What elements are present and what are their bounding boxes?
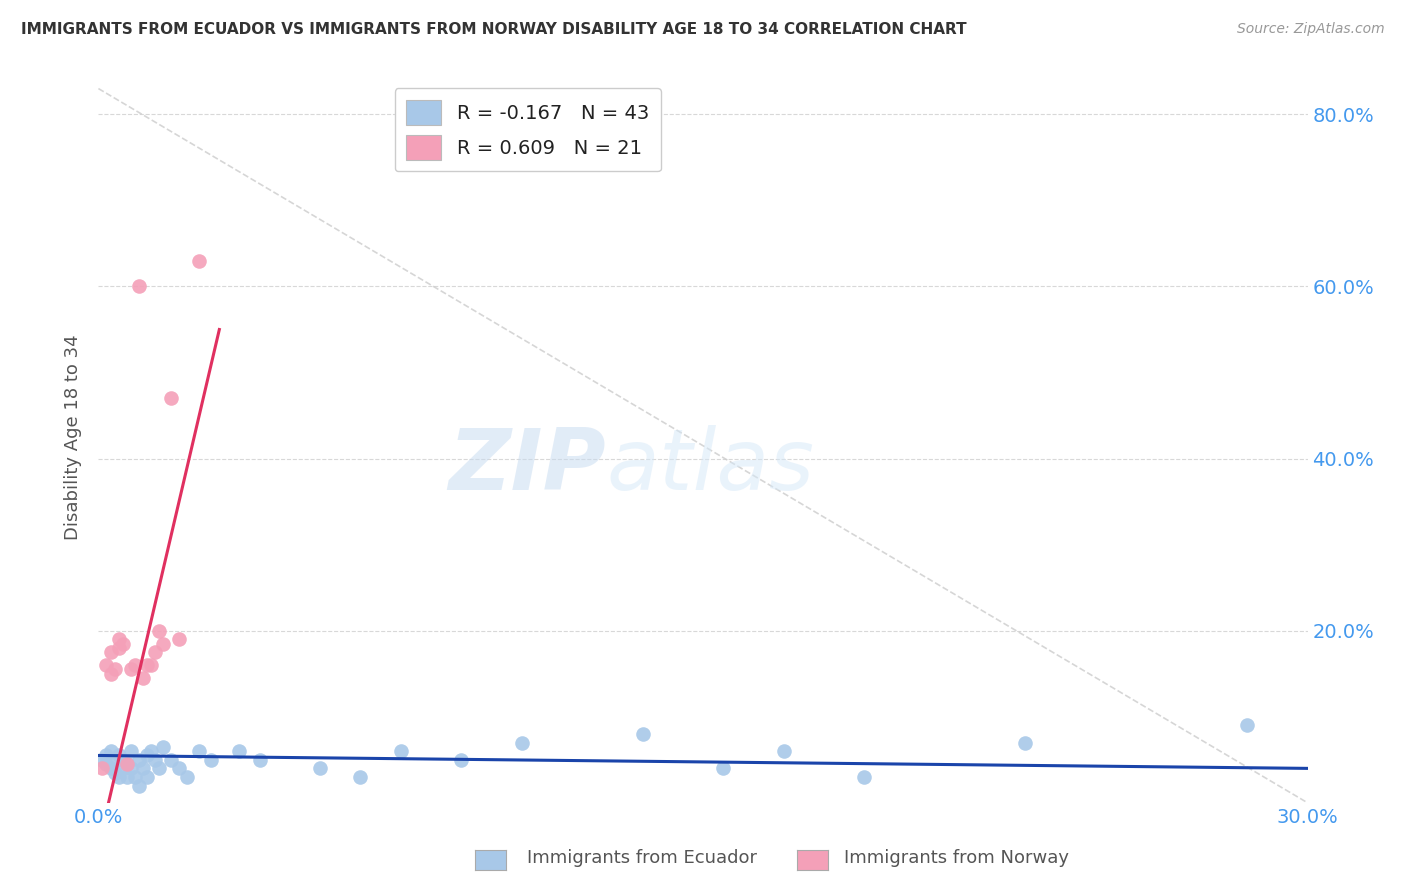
Point [91, 761, 114, 775]
Point [124, 770, 146, 784]
Point [148, 761, 170, 775]
Point [309, 761, 332, 775]
Text: ZIP: ZIP [449, 425, 606, 508]
Point [132, 671, 155, 685]
Text: Immigrants from Ecuador: Immigrants from Ecuador [527, 849, 758, 867]
Point [103, 662, 125, 676]
Point [176, 770, 198, 784]
Point [124, 658, 146, 673]
Point [100, 761, 122, 775]
Point [128, 753, 150, 767]
Point [107, 748, 129, 763]
Point [100, 645, 122, 659]
Point [107, 632, 129, 647]
Text: Immigrants from Norway: Immigrants from Norway [844, 849, 1069, 867]
Point [139, 744, 162, 758]
Text: atlas: atlas [606, 425, 814, 508]
Y-axis label: Disability Age 18 to 34: Disability Age 18 to 34 [65, 334, 83, 540]
Point [148, 624, 170, 638]
Point [132, 761, 155, 775]
Point [115, 757, 138, 772]
Point [107, 770, 129, 784]
Point [100, 666, 122, 681]
Point [167, 632, 190, 647]
Point [1014, 735, 1036, 749]
Point [711, 761, 734, 775]
Point [115, 770, 138, 784]
Point [1236, 718, 1258, 732]
Point [96, 748, 118, 763]
Point [143, 753, 166, 767]
Point [115, 757, 138, 772]
Point [91, 753, 114, 767]
Point [96, 658, 118, 673]
Point [188, 253, 211, 268]
Point [160, 392, 183, 406]
Point [120, 744, 142, 758]
Text: Source: ZipAtlas.com: Source: ZipAtlas.com [1237, 22, 1385, 37]
Point [128, 279, 150, 293]
Point [135, 658, 157, 673]
Point [450, 753, 472, 767]
Point [631, 727, 654, 741]
Point [135, 748, 157, 763]
Point [152, 637, 174, 651]
Point [200, 753, 222, 767]
Legend: R = -0.167   N = 43, R = 0.609   N = 21: R = -0.167 N = 43, R = 0.609 N = 21 [395, 88, 661, 171]
Point [111, 761, 134, 775]
Point [135, 770, 157, 784]
Point [772, 744, 794, 758]
Point [103, 765, 125, 780]
Point [167, 761, 190, 775]
Point [188, 744, 211, 758]
Point [510, 735, 533, 749]
Point [128, 779, 150, 793]
Point [152, 739, 174, 754]
Point [120, 662, 142, 676]
Point [96, 757, 118, 772]
Point [111, 637, 134, 651]
Point [107, 640, 129, 655]
Point [853, 770, 876, 784]
Point [103, 753, 125, 767]
Point [389, 744, 412, 758]
Point [100, 744, 122, 758]
Point [120, 761, 142, 775]
Point [349, 770, 371, 784]
Text: IMMIGRANTS FROM ECUADOR VS IMMIGRANTS FROM NORWAY DISABILITY AGE 18 TO 34 CORREL: IMMIGRANTS FROM ECUADOR VS IMMIGRANTS FR… [21, 22, 967, 37]
Point [143, 645, 166, 659]
Point [160, 753, 183, 767]
Point [111, 753, 134, 767]
Point [139, 658, 162, 673]
Point [249, 753, 271, 767]
Point [228, 744, 250, 758]
